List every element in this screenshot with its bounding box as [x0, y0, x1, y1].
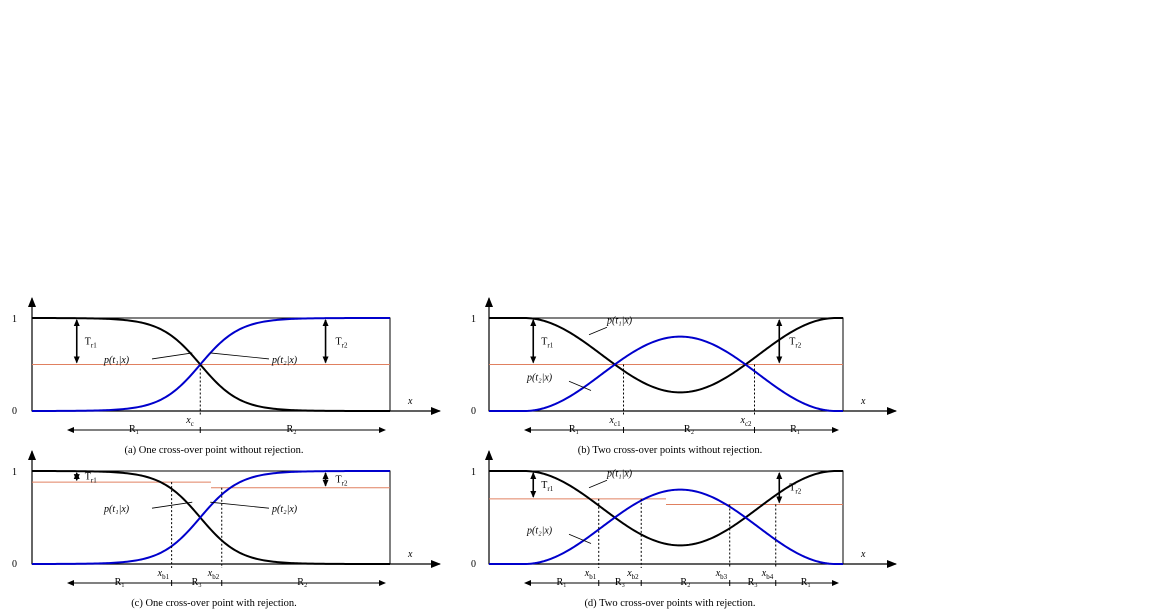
panel-a-boundary-label-1: xc	[185, 415, 194, 428]
panel-d-region-label-1: R₁	[556, 577, 566, 588]
panel-a-label-p2-leader	[210, 352, 270, 360]
panel-d-region-label-4: R₃	[748, 577, 758, 588]
panel-b-threshold-label-left: Tr1	[541, 336, 553, 349]
panel-c-label-p2: p(t₂|x)	[271, 504, 298, 515]
panel-c-curve-p2	[32, 470, 390, 565]
panel-a: 1 0 x (a) One cross-over point without r…	[12, 297, 441, 456]
panel-b-threshold-label-right: Tr2	[789, 336, 801, 349]
panel-b-region-label-1: R₁	[569, 424, 579, 435]
panel-a-caption: (a) One cross-over point without rejecti…	[124, 445, 303, 456]
panel-a-region-label-1: R₁	[129, 424, 139, 435]
panel-b-region-label-3: R₁	[790, 424, 800, 435]
panel-b-boundary-label-2: xc2	[740, 415, 753, 428]
panel-b-region-label-2: R₂	[684, 424, 694, 435]
panel-d-y-tick-0: 0	[471, 559, 476, 570]
panel-d-threshold-label-right: Tr2	[789, 483, 801, 496]
panel-d-region-label-5: R₁	[801, 577, 811, 588]
panel-c-threshold-label-left: Tr1	[85, 472, 97, 485]
panel-a-y-tick-1: 1	[12, 314, 17, 325]
panel-d-curve-p1	[489, 470, 843, 547]
panel-c-label-p1-leader	[151, 501, 193, 509]
panel-c-label-p2-leader	[210, 501, 270, 509]
panel-c-region-label-1: R₁	[115, 577, 125, 588]
panel-b-curve-p2	[489, 335, 843, 412]
panel-a-threshold-label-left: Tr1	[85, 336, 97, 349]
panel-c-label-p1: p(t₁|x)	[103, 504, 130, 515]
panel-b-label-p1-leader	[588, 326, 608, 336]
panel-c: 1 0 x (c) One cross-over point with reje…	[12, 450, 441, 609]
panel-c-x-axis-label: x	[407, 549, 413, 560]
panel-d-curve-p2	[489, 488, 843, 565]
panel-a-label-p1: p(t₁|x)	[103, 355, 130, 366]
panel-a-threshold-label-right: Tr2	[336, 336, 348, 349]
panel-d-boundary-label-3: xb3	[715, 568, 728, 581]
panel-a-curve-p2	[32, 317, 390, 412]
panel-d-x-axis-label: x	[860, 549, 866, 560]
panel-b-label-p2-leader	[568, 380, 592, 391]
panel-d-label-p2-leader	[568, 533, 592, 544]
panel-b-y-tick-0: 0	[471, 406, 476, 417]
panel-b-boundary-label-1: xc1	[609, 415, 622, 428]
panel-d-boundary-label-2: xb2	[626, 568, 639, 581]
panel-c-curve-p1	[32, 470, 390, 565]
panel-d-label-p1-leader	[588, 479, 608, 489]
panel-c-boundary-label-2: xb2	[207, 568, 220, 581]
panel-d-threshold-label-left: Tr1	[541, 480, 553, 493]
panel-b-y-tick-1: 1	[471, 314, 476, 325]
panel-c-caption: (c) One cross-over point with rejection.	[131, 598, 297, 609]
panel-c-y-tick-1: 1	[12, 467, 17, 478]
panel-d-region-label-3: R₂	[680, 577, 690, 588]
panel-d: 1 0 x (d) Two cross-over points with rej…	[471, 450, 897, 609]
panel-b-label-p1: p(t₁|x)	[606, 315, 633, 326]
panel-a-region-label-2: R₂	[286, 424, 296, 435]
panel-b-curve-p1	[489, 317, 843, 394]
panel-d-region-label-2: R₃	[615, 577, 625, 588]
panel-c-region-label-3: R₂	[297, 577, 307, 588]
panel-d-boundary-label-4: xb4	[761, 568, 774, 581]
panel-c-region-label-2: R₃	[192, 577, 202, 588]
panel-b-label-p2: p(t₂|x)	[526, 372, 553, 383]
panel-a-label-p1-leader	[151, 352, 193, 360]
panel-a-curve-p1	[32, 317, 390, 412]
panel-a-x-axis-label: x	[407, 396, 413, 407]
panel-d-label-p2: p(t₂|x)	[526, 525, 553, 536]
panel-c-y-tick-0: 0	[12, 559, 17, 570]
panel-c-threshold-label-right: Tr2	[336, 474, 348, 487]
panel-d-boundary-label-1: xb1	[584, 568, 597, 581]
panel-d-caption: (d) Two cross-over points with rejection…	[584, 598, 755, 609]
panel-a-y-tick-0: 0	[12, 406, 17, 417]
panel-a-label-p2: p(t₂|x)	[271, 355, 298, 366]
panel-c-boundary-label-1: xb1	[157, 568, 170, 581]
panel-b-caption: (b) Two cross-over points without reject…	[578, 445, 763, 456]
panel-b: 1 0 x (b) Two cross-over points without …	[471, 297, 897, 456]
panel-d-y-tick-1: 1	[471, 467, 476, 478]
panel-b-x-axis-label: x	[860, 396, 866, 407]
panel-d-label-p1: p(t₁|x)	[606, 468, 633, 479]
